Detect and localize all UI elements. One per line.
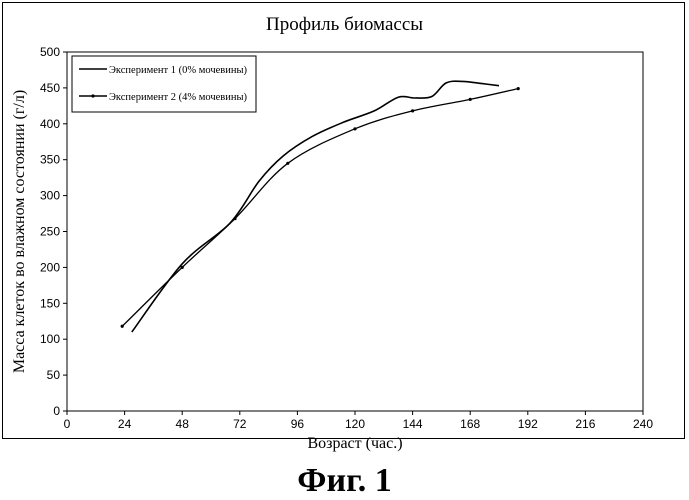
- x-axis-title: Возраст (час.): [307, 435, 402, 452]
- y-tick-label: 100: [40, 332, 60, 346]
- series-2-point: [121, 325, 124, 328]
- y-tick-label: 300: [40, 189, 60, 203]
- y-tick-label: 350: [40, 153, 60, 167]
- series-2-point: [411, 109, 414, 112]
- series-2-point: [517, 87, 520, 90]
- y-tick-label: 450: [40, 81, 60, 95]
- y-tick-label: 0: [53, 404, 60, 418]
- y-axis-title: Масса клеток во влажном состоянии (г/л): [11, 90, 28, 373]
- y-tick-label: 50: [47, 368, 61, 382]
- legend-label-series-1: Эксперимент 1 (0% мочевины): [109, 65, 248, 76]
- series-1-line: [132, 81, 499, 332]
- x-tick-label: 192: [518, 417, 538, 431]
- series-2-line: [122, 89, 518, 327]
- x-tick-label: 24: [118, 417, 132, 431]
- x-tick-label: 48: [176, 417, 190, 431]
- y-axis-title-group: Масса клеток во влажном состоянии (г/л): [11, 90, 28, 373]
- x-tick-label: 240: [633, 417, 653, 431]
- series-2-point: [353, 127, 356, 130]
- x-tick-label: 144: [403, 417, 423, 431]
- x-tick-label: 0: [64, 417, 71, 431]
- y-tick-label: 500: [40, 45, 60, 59]
- x-tick-label: 120: [345, 417, 365, 431]
- legend-marker-series-2: [91, 94, 94, 97]
- legend: Эксперимент 1 (0% мочевины) Эксперимент 2…: [72, 56, 256, 112]
- series-2-point: [469, 98, 472, 101]
- series-2-point: [286, 162, 289, 165]
- x-tick-label: 72: [233, 417, 247, 431]
- figure-caption: Фиг. 1: [0, 462, 689, 500]
- legend-label-series-2: Эксперимент 2 (4% мочевины): [109, 92, 248, 103]
- y-tick-label: 200: [40, 260, 60, 274]
- x-tick-label: 96: [291, 417, 305, 431]
- y-tick-label: 400: [40, 117, 60, 131]
- x-tick-label: 216: [575, 417, 595, 431]
- series-2-point: [233, 217, 236, 220]
- y-tick-label: 150: [40, 296, 60, 310]
- series-layer: [121, 81, 520, 332]
- x-tick-label: 168: [460, 417, 480, 431]
- series-2-point: [181, 266, 184, 269]
- y-tick-label: 250: [40, 225, 60, 239]
